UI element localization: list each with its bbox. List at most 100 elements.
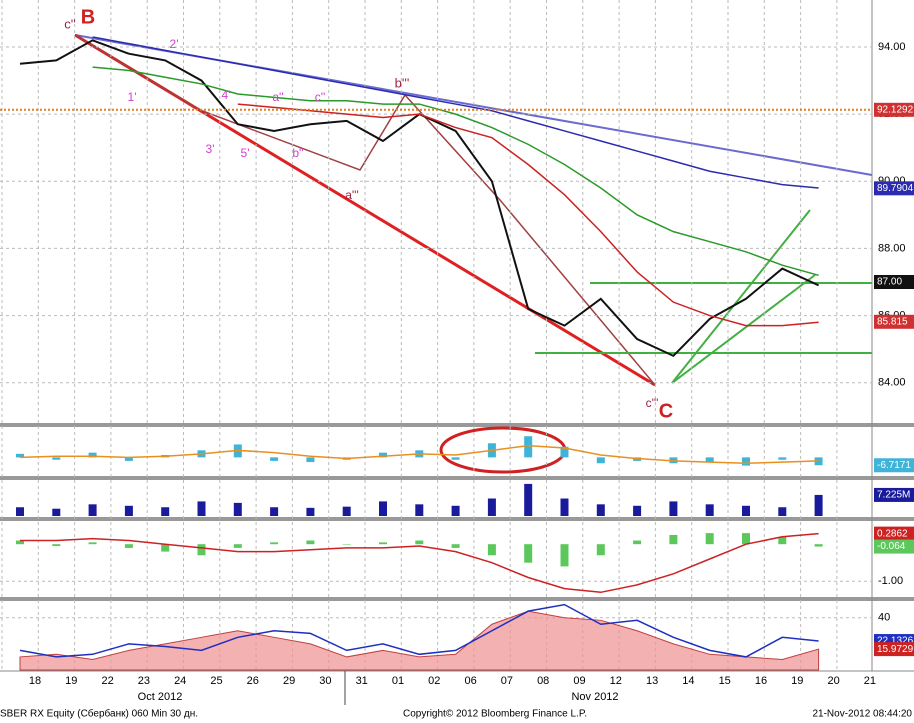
footer-center: Copyright© 2012 Bloomberg Finance L.P. (403, 709, 587, 720)
bar (705, 504, 714, 516)
bar (233, 544, 242, 548)
x-tick-label: 20 (827, 675, 839, 687)
bar (742, 457, 750, 466)
x-tick-label: 13 (646, 675, 658, 687)
bar (814, 544, 823, 547)
bar (633, 540, 642, 545)
separator (0, 517, 914, 521)
bar (161, 507, 170, 516)
x-tick-label: 24 (174, 675, 186, 687)
bar (197, 501, 206, 516)
price-tag-label: 7.225M (877, 490, 910, 501)
bar (306, 507, 315, 516)
x-tick-label: 25 (210, 675, 222, 687)
wave-label: c'' (64, 16, 75, 31)
bar (124, 505, 133, 516)
x-tick-label: 12 (610, 675, 622, 687)
bar (124, 544, 133, 548)
bar (633, 505, 642, 516)
bar (669, 501, 678, 516)
bar (88, 504, 97, 516)
wave-label: 3' (206, 142, 215, 156)
bar (52, 457, 61, 460)
channel-line (671, 209, 811, 384)
price-tag-label: 89.7904 (877, 183, 914, 194)
price-tag (874, 539, 914, 554)
wave-label: B (81, 6, 95, 28)
x-tick-label: 06 (464, 675, 476, 687)
wave-label: a''' (345, 188, 359, 202)
bar (16, 540, 24, 545)
y-tick-label: 84.00 (878, 377, 906, 389)
bar (379, 501, 387, 516)
bar (270, 507, 279, 516)
wave-label: a'' (272, 90, 283, 104)
bar (778, 507, 787, 516)
series-line (237, 103, 819, 327)
x-tick-label: 16 (755, 675, 767, 687)
x-tick-label: 07 (501, 675, 513, 687)
x-tick-label: 22 (101, 675, 113, 687)
bar (524, 483, 533, 516)
x-tick-label: 23 (138, 675, 150, 687)
y-tick-label: 40 (878, 612, 890, 624)
bar (705, 533, 714, 545)
price-tag-label: -6.7171 (877, 460, 911, 471)
x-tick-label: 31 (356, 675, 368, 687)
wave-label: 5' (241, 146, 250, 160)
wave-label: 4' (222, 88, 231, 102)
wave-line (74, 34, 656, 386)
bar (52, 544, 61, 547)
bar (52, 508, 61, 516)
series-line (19, 603, 819, 658)
price-tag (874, 526, 914, 541)
bar (233, 502, 242, 516)
x-tick-label: 19 (65, 675, 77, 687)
x-tick-label: 29 (283, 675, 295, 687)
channel-line (671, 274, 816, 384)
panel-separators (0, 0, 914, 705)
price-tag-label: 92.1292 (877, 104, 914, 115)
bar (415, 540, 424, 545)
bar (451, 505, 460, 516)
bar (124, 457, 133, 461)
bar (270, 457, 279, 461)
bar (88, 452, 97, 458)
bar (705, 457, 714, 463)
x-tick-label: 21 (864, 675, 876, 687)
price-tag-label: 0.2862 (877, 528, 908, 539)
bar (596, 504, 605, 516)
bar (560, 498, 569, 516)
price-tag-label: 85.815 (877, 316, 908, 327)
separator (0, 476, 914, 480)
price-tag-label: 22.1326 (877, 636, 914, 647)
wave-label: b'' (292, 146, 303, 160)
bar (306, 540, 315, 545)
month-label: Nov 2012 (571, 691, 618, 703)
bar (596, 544, 605, 556)
bar (560, 544, 569, 567)
price-tag (874, 275, 914, 289)
x-tick-label: 26 (247, 675, 259, 687)
footer-right: 21-Nov-2012 08:44:20 (812, 709, 912, 720)
wave-label: c''' (646, 396, 659, 410)
x-tick-label: 01 (392, 675, 404, 687)
bar (379, 542, 387, 545)
series-line (20, 532, 819, 594)
y-tick-label: 88.00 (878, 242, 906, 254)
price-tag-label: -0.064 (877, 541, 906, 552)
bar (487, 544, 496, 556)
x-tick-label: 02 (428, 675, 440, 687)
price-tag (874, 102, 914, 117)
bar (596, 457, 605, 464)
bar (415, 504, 424, 516)
price-tag-label: 15.9729 (877, 644, 914, 655)
bar (16, 507, 24, 516)
series-line (92, 36, 819, 189)
x-tick-label: 14 (682, 675, 694, 687)
wave-label: 1' (128, 90, 137, 104)
bar (306, 457, 315, 463)
bar (379, 452, 387, 458)
